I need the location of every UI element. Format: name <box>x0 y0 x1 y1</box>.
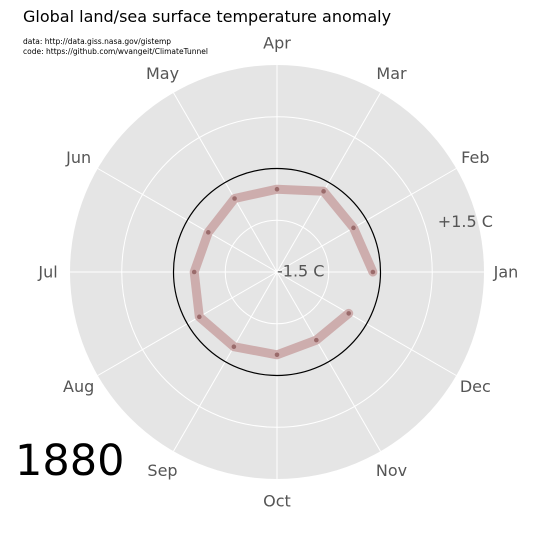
month-tick-jan: Jan <box>493 263 519 282</box>
year-label: 1880 <box>15 436 125 486</box>
data-point-feb <box>351 225 356 231</box>
month-tick-dec: Dec <box>460 377 491 396</box>
data-point-jul <box>191 269 197 275</box>
data-point-mar <box>321 189 326 194</box>
data-point-sep <box>231 344 237 349</box>
data-point-jan <box>370 269 376 275</box>
zero-anomaly-ring <box>172 167 382 377</box>
month-tick-feb: Feb <box>461 148 489 167</box>
data-point-apr <box>274 186 280 192</box>
month-tick-sep: Sep <box>147 461 177 480</box>
month-tick-aug: Aug <box>63 377 94 396</box>
series-line <box>189 184 378 360</box>
credits: data: http://data.giss.nasa.gov/gistemp … <box>23 37 208 57</box>
data-point-may <box>232 196 237 201</box>
month-tick-may: May <box>146 64 179 83</box>
data-point-aug <box>197 314 202 320</box>
chart-title: Global land/sea surface temperature anom… <box>23 7 392 26</box>
data-source-credit: data: http://data.giss.nasa.gov/gistemp <box>23 37 172 46</box>
month-tick-apr: Apr <box>263 34 291 53</box>
code-source-credit: code: https://github.com/wvangeit/Climat… <box>23 47 208 56</box>
month-tick-jul: Jul <box>37 263 57 282</box>
month-tick-nov: Nov <box>376 461 407 480</box>
month-tick-jun: Jun <box>65 148 91 167</box>
data-point-nov <box>314 337 319 343</box>
data-point-dec <box>346 311 352 316</box>
radial-tick-max: +1.5 C <box>438 212 493 231</box>
data-point-jun <box>205 230 211 235</box>
month-tick-oct: Oct <box>263 492 291 511</box>
month-tick-mar: Mar <box>376 64 407 83</box>
radial-tick-min: -1.5 C <box>277 262 324 281</box>
data-point-oct <box>274 352 280 358</box>
